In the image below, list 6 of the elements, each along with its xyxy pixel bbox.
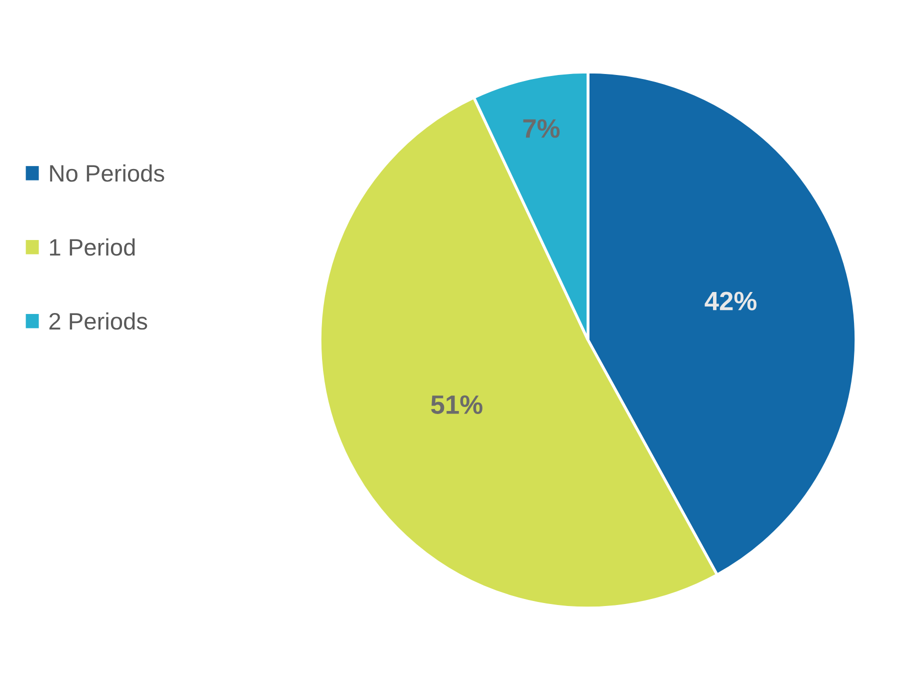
legend-label: 2 Periods [49,312,148,330]
data-label: 7% [523,119,560,138]
data-label: 42% [704,292,756,310]
legend-label: No Periods [50,164,164,182]
legend-label: 1 Period [50,238,135,256]
data-label: 51% [431,395,482,414]
